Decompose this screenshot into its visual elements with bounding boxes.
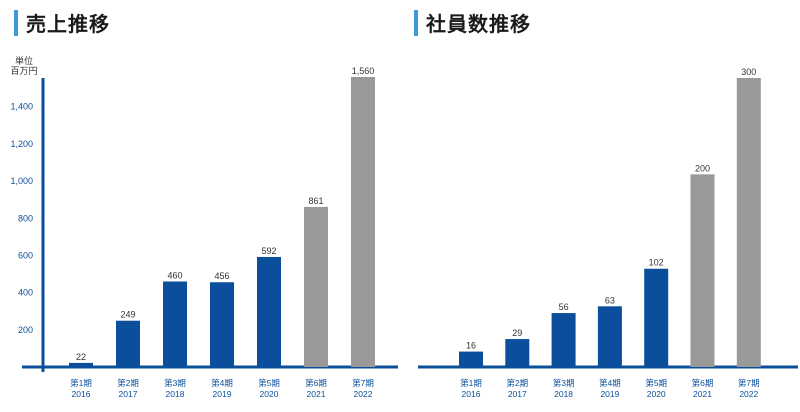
- bar-2020: [644, 268, 669, 367]
- bar-2020: [257, 256, 281, 367]
- x-tick-label-period: 第5期: [258, 378, 280, 388]
- y-tick-label: 1,200: [10, 139, 33, 149]
- heading-accent-bar: [414, 9, 418, 36]
- bar-2022: [736, 78, 761, 367]
- sales-unit-label: 単位 百万円: [4, 56, 44, 76]
- x-tick-label-year: 2021: [693, 389, 712, 399]
- data-label: 456: [214, 271, 229, 281]
- bar-2017: [116, 320, 140, 367]
- bar-2022: [351, 77, 375, 367]
- x-tick-label-year: 2018: [166, 389, 185, 399]
- sales-unit-label-line2: 百万円: [10, 66, 38, 76]
- data-label: 16: [466, 341, 476, 351]
- data-label: 102: [649, 258, 664, 268]
- x-tick-label-period: 第6期: [305, 378, 327, 388]
- x-tick-label-period: 第3期: [553, 378, 575, 388]
- data-label: 249: [120, 310, 135, 320]
- x-tick-label-year: 2020: [647, 389, 666, 399]
- x-tick-label-year: 2022: [354, 389, 373, 399]
- bar-2016: [69, 362, 93, 367]
- x-tick-label-year: 2016: [462, 389, 481, 399]
- x-tick-label-period: 第4期: [211, 378, 233, 388]
- bar-2019: [210, 282, 234, 367]
- x-tick-label-year: 2020: [260, 389, 279, 399]
- x-tick-label-period: 第4期: [599, 378, 621, 388]
- data-label: 460: [167, 270, 182, 280]
- x-tick-label-period: 第2期: [117, 378, 139, 388]
- y-tick-label: 1,000: [10, 176, 33, 186]
- y-tick-label: 400: [18, 288, 33, 298]
- data-label: 300: [741, 67, 756, 77]
- employee-chart-panel: 社員数推移 16 第1期 2016 29 第2期 2017 56 第3期 2018 63 第4期 20…: [400, 0, 800, 412]
- bar-2019: [597, 306, 622, 367]
- bar-2017: [505, 339, 530, 367]
- data-label: 63: [605, 295, 615, 305]
- data-label: 22: [76, 352, 86, 362]
- y-tick-label: 800: [18, 213, 33, 223]
- x-tick-label-period: 第1期: [460, 378, 482, 388]
- employee-chart-title: 社員数推移: [426, 14, 531, 36]
- x-tick-label-period: 第2期: [506, 378, 528, 388]
- x-tick-label-period: 第1期: [70, 378, 92, 388]
- x-tick-label-year: 2016: [72, 389, 91, 399]
- bar-2018: [551, 313, 576, 367]
- data-label: 29: [512, 328, 522, 338]
- data-label: 200: [695, 163, 710, 173]
- x-tick-label-year: 2019: [600, 389, 619, 399]
- x-tick-label-period: 第5期: [645, 378, 667, 388]
- heading-accent-bar: [14, 9, 18, 36]
- sales-chart-title: 売上推移: [26, 14, 110, 36]
- x-tick-label-period: 第7期: [352, 378, 374, 388]
- data-label: 592: [261, 246, 276, 256]
- bar-2021: [690, 174, 715, 367]
- x-tick-label-period: 第6期: [692, 378, 714, 388]
- y-tick-label: 600: [18, 250, 33, 260]
- data-label: 1,560: [352, 66, 375, 76]
- x-tick-label-year: 2017: [119, 389, 138, 399]
- x-tick-label-year: 2018: [554, 389, 573, 399]
- data-label: 861: [308, 196, 323, 206]
- y-tick-label: 200: [18, 325, 33, 335]
- x-tick-label-year: 2021: [307, 389, 326, 399]
- bar-2018: [163, 281, 187, 367]
- x-tick-label-period: 第7期: [738, 378, 760, 388]
- x-tick-label-year: 2019: [213, 389, 232, 399]
- sales-unit-label-line1: 単位: [14, 56, 33, 66]
- x-tick-label-period: 第3期: [164, 378, 186, 388]
- y-tick-label: 1,400: [10, 102, 33, 112]
- data-label: 56: [559, 302, 569, 312]
- x-tick-label-year: 2022: [739, 389, 758, 399]
- x-tick-label-year: 2017: [508, 389, 527, 399]
- bar-2021: [304, 206, 328, 367]
- sales-chart-heading: 売上推移: [14, 8, 110, 37]
- sales-chart-panel: 売上推移 単位 百万円 200 400 600 800 1,000 1,200 1,400 2…: [4, 8, 398, 399]
- bar-2016: [459, 351, 483, 367]
- employee-chart-heading: 社員数推移: [414, 8, 531, 37]
